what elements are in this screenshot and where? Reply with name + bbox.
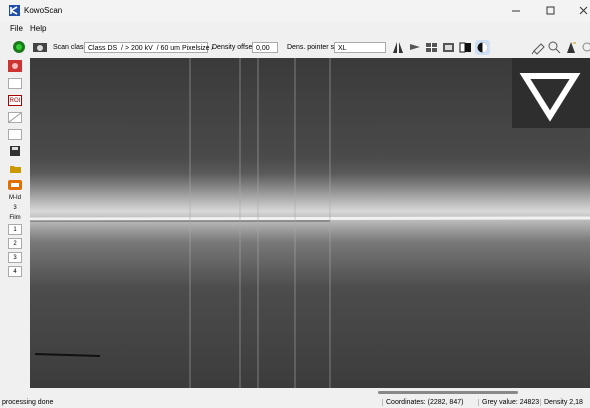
film-button[interactable] (8, 180, 22, 190)
scroll-thumb[interactable] (378, 391, 518, 394)
status-coordinates: Coordinates: (2282, 847) (382, 399, 463, 406)
mid-label: M-Id (9, 195, 21, 201)
menu-item[interactable]: File (10, 24, 23, 33)
roi-button[interactable]: ROI (8, 95, 22, 106)
tool-button[interactable] (8, 129, 22, 140)
label: Density offset: (212, 44, 257, 51)
scan-class-select[interactable]: Class DS / > 200 kV / 60 um Pixelsize / (84, 42, 213, 53)
label: Scan class: (53, 44, 89, 51)
film-button[interactable]: 3 (8, 252, 22, 263)
toolbar-icons[interactable] (392, 40, 590, 55)
film-button[interactable]: 2 (8, 238, 22, 249)
mid-value: 3 (13, 205, 17, 211)
title-bar: KowoScan (0, 0, 590, 22)
app-icon (9, 5, 20, 16)
tool-button[interactable] (8, 78, 22, 89)
side-toolbar: ROI M-Id 3 Film 1 2 3 4 (0, 58, 30, 398)
xray-image (30, 58, 590, 388)
label: Dens. pointer size: (287, 44, 345, 51)
save-button[interactable] (10, 146, 20, 156)
film-label: Film (9, 215, 21, 221)
status-message: processing done (2, 399, 54, 406)
window-title: KowoScan (24, 6, 63, 15)
status-grey: Grey value: 24823 (478, 399, 539, 406)
roi-off-button[interactable] (8, 112, 22, 123)
toolbar-icons[interactable] (12, 40, 52, 54)
film-button[interactable]: 4 (8, 266, 22, 277)
density-offset-input[interactable]: 0,00 (252, 42, 278, 53)
open-button[interactable] (10, 164, 21, 173)
scrollbar[interactable] (30, 388, 590, 398)
menu-bar: File Help (0, 22, 590, 36)
window-controls[interactable] (500, 4, 590, 18)
status-bar: processing done Coordinates: (2282, 847)… (0, 398, 590, 408)
film-button[interactable]: 1 (8, 224, 22, 235)
record-button[interactable] (8, 60, 22, 72)
toolbar: Scan class: Class DS / > 200 kV / 60 um … (0, 36, 590, 58)
status-density: Density 2,18 (540, 399, 583, 406)
menu-item[interactable]: Help (30, 24, 47, 33)
pointer-size-select[interactable]: XL (334, 42, 386, 53)
